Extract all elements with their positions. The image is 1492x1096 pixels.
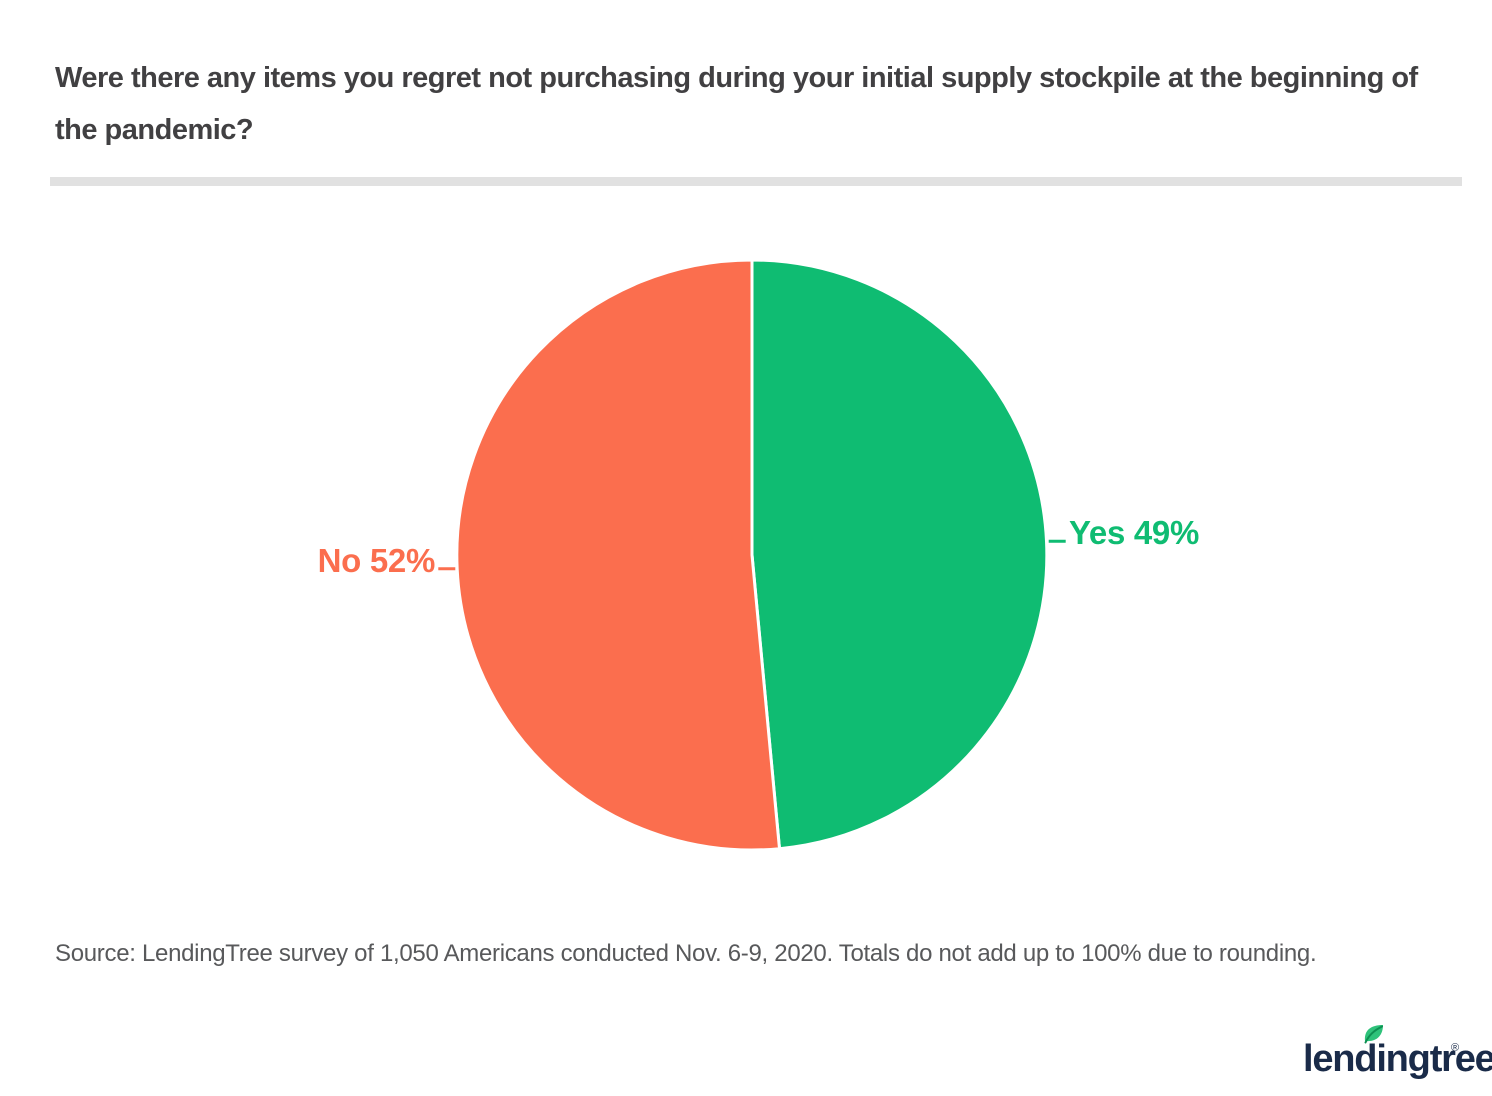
source-note: Source: LendingTree survey of 1,050 Amer…: [55, 940, 1317, 967]
pie-slice-yes: [750, 258, 1049, 851]
chart-title: Were there any items you regret not purc…: [55, 62, 1418, 146]
pie-label-yes: Yes 49%: [1069, 514, 1200, 551]
logo-wordmark: lendingtree: [1303, 1038, 1492, 1080]
title-divider: [50, 177, 1462, 186]
pie-slice-no: [455, 258, 781, 852]
registered-trademark: ®: [1451, 1042, 1460, 1054]
pie-label-no: No 52%: [317, 542, 436, 579]
leaf-icon: [1364, 1025, 1383, 1044]
